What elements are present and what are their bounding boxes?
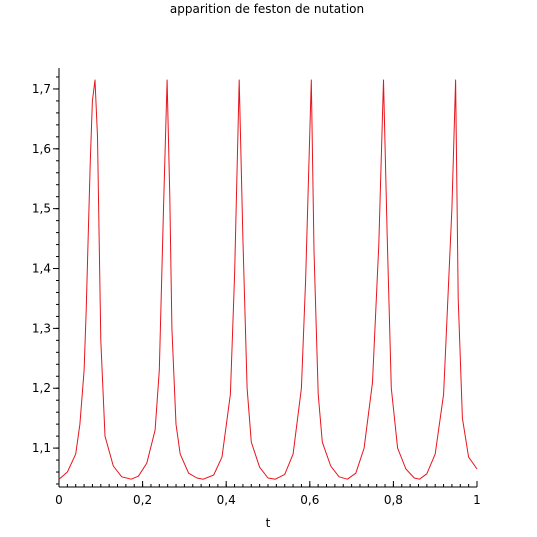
axes (53, 68, 478, 488)
y-tick-label: 1,2 (32, 381, 51, 395)
y-tick-label: 1,5 (32, 202, 51, 216)
x-tick-label: 0,2 (133, 493, 152, 507)
x-tick-label: 0,6 (300, 493, 319, 507)
tick-labels: 0 0,2 0,4 0,6 0,8 1 1,1 1,2 1,3 1,4 1,5 1,6 1,7 (32, 82, 481, 507)
x-axis-label: t (266, 516, 271, 530)
series-line (58, 79, 478, 480)
x-tick-label: 0,4 (217, 493, 236, 507)
y-tick-label: 1,4 (32, 262, 51, 276)
x-tick-label: 0,8 (384, 493, 403, 507)
series-layer (58, 79, 478, 480)
y-tick-label: 1,7 (32, 82, 51, 96)
chart-title: apparition de feston de nutation (170, 2, 364, 16)
y-tick-label: 1,3 (32, 321, 51, 335)
y-tick-label: 1,6 (32, 142, 51, 156)
x-tick-label: 0 (55, 493, 63, 507)
x-tick-label: 1 (473, 493, 481, 507)
y-tick-label: 1,1 (32, 441, 51, 455)
